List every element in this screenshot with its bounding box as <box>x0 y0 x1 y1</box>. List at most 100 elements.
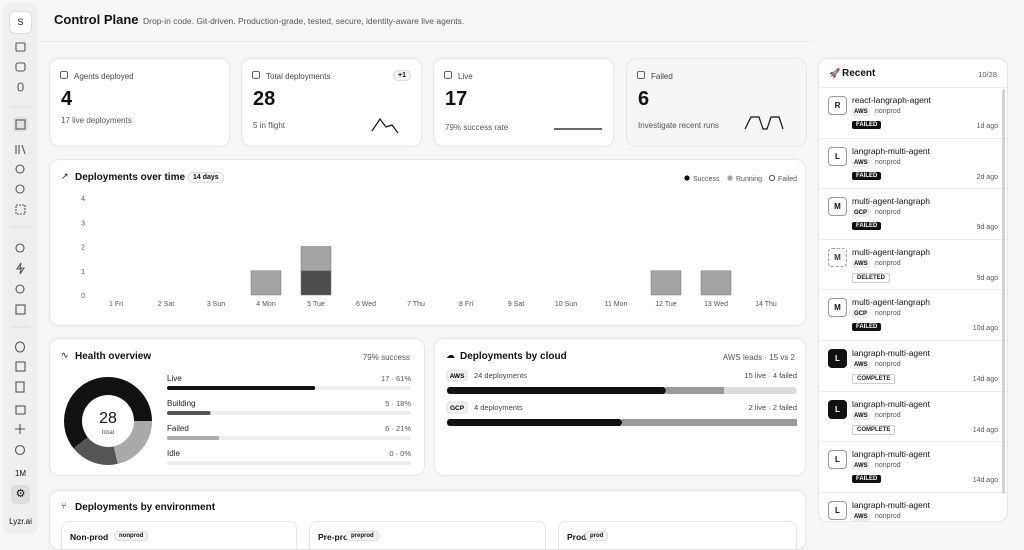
health-svg: Live 17 · 61% Building 5 · 18% Failed 6 · 21%… <box>64 374 411 465</box>
agent-initial: L <box>828 500 847 520</box>
cloud-summary: 2 live · 2 failed <box>749 403 797 412</box>
bar-segment <box>300 270 332 296</box>
health-track <box>167 436 411 440</box>
mic-icon[interactable] <box>17 82 24 92</box>
bolt-icon[interactable] <box>15 262 26 275</box>
y-tick-label: 1 <box>81 269 85 276</box>
status-badge: DELETED <box>852 272 891 283</box>
agent-initial: M <box>828 298 847 318</box>
stat-badge: +1 <box>393 70 411 81</box>
library-icon[interactable] <box>15 144 26 155</box>
cloud-live-bar <box>447 419 622 426</box>
health-track <box>167 461 411 465</box>
time: 2d ago <box>976 173 998 181</box>
branch-icon: ⑂ <box>61 501 67 511</box>
x-tick-label: 8 Fri <box>459 301 473 308</box>
time: 9d ago <box>976 224 998 232</box>
recent-item[interactable]: Llangraph-multi-agentAWSnonprodFAILED14d… <box>819 491 1007 521</box>
x-tick-label: 11 Mon <box>605 301 628 308</box>
cloud-deployments: 4 deployments <box>474 403 523 412</box>
env-name: Non-prod <box>70 532 109 542</box>
stat-label: Total deployments <box>266 72 331 81</box>
env-name: Prod <box>567 532 587 542</box>
store-icon[interactable] <box>15 405 26 415</box>
flags-icon[interactable] <box>15 361 26 372</box>
time: 14d ago <box>972 426 998 434</box>
deployments-chart-card: Deployments over time ↗ 14 days 0 1 2 3 4 Suc… <box>49 159 806 326</box>
health-bar <box>167 386 316 390</box>
cloud-badge <box>446 369 468 382</box>
time: 1d ago <box>976 123 998 130</box>
user-label[interactable]: 1M <box>14 469 27 478</box>
status-badge: FAILED <box>852 121 882 129</box>
legend-swatch <box>727 175 733 181</box>
stat-note: 5 in flight <box>253 121 286 130</box>
doc-icon[interactable] <box>15 381 25 393</box>
dashboard-icon[interactable] <box>15 119 26 130</box>
cloud-failed-bar <box>622 419 797 426</box>
help-icon[interactable] <box>14 444 26 456</box>
stat-card: Total deployments 28 5 in flight +1 <box>241 58 422 147</box>
sparkle-icon[interactable] <box>15 424 25 434</box>
bot-icon[interactable] <box>15 62 26 72</box>
rocket-icon: 🚀 <box>829 68 841 78</box>
stat-note: Investigate recent runs <box>638 121 719 130</box>
cloud-tag: AWS <box>852 259 870 268</box>
env-title: Deployments by environment <box>75 502 216 513</box>
stat-label: Agents deployed <box>74 72 134 81</box>
env-tag: nonprod <box>875 108 901 115</box>
x-tick-label: 1 Fri <box>109 301 123 308</box>
sparkline <box>554 128 602 130</box>
legend-label: Running <box>736 176 762 183</box>
health-row-name: Failed <box>167 424 189 433</box>
health-row-name: Live <box>167 374 182 383</box>
network-icon[interactable] <box>15 243 25 253</box>
legend-label: Failed <box>778 176 797 183</box>
env-card: Non-prod nonprod <box>61 521 297 549</box>
env-tag: nonprod <box>875 361 901 368</box>
cloud-deployments: 24 deployments <box>474 371 527 380</box>
agent-initial: L <box>828 399 847 419</box>
health-row-label: 5 · 18% <box>385 399 411 408</box>
range-badge[interactable]: 14 days <box>188 172 224 183</box>
sparkline <box>744 116 784 130</box>
env-tag: nonprod <box>875 411 901 419</box>
agent-name: langraph-multi-agent <box>852 398 930 409</box>
agent-initial: L <box>828 146 847 166</box>
health-row-label: 0 · 0% <box>389 449 411 458</box>
y-tick-label: 2 <box>81 245 85 252</box>
env-tag: nonprod <box>875 209 901 217</box>
avatar[interactable]: S <box>9 11 32 34</box>
health-summary: 79% success <box>362 353 410 362</box>
select-icon[interactable] <box>15 204 26 215</box>
flow-icon[interactable] <box>15 284 25 294</box>
box-icon[interactable] <box>15 304 26 315</box>
stat-icon <box>444 71 452 79</box>
settings-icon[interactable]: ⚙ <box>11 485 30 504</box>
x-tick-label: 9 Sat <box>508 301 524 308</box>
y-tick-label: 0 <box>81 293 85 300</box>
health-track <box>167 411 411 415</box>
db-icon[interactable] <box>14 341 26 353</box>
stat-card: Live 17 79% success rate <box>433 58 614 147</box>
pulse-icon: ∿ <box>61 350 69 360</box>
cluster-icon[interactable] <box>15 184 25 194</box>
branch-icon[interactable] <box>15 164 25 174</box>
agent-name: langraph-multi-agent <box>852 449 930 460</box>
bar-segment <box>300 246 332 271</box>
time: 14d ago <box>972 477 998 485</box>
page-subtitle: Drop-in code. Git-driven. Production-gra… <box>143 16 465 26</box>
home-icon[interactable] <box>15 42 26 52</box>
donut-segment <box>113 420 152 464</box>
cloud-tag: AWS <box>852 108 870 116</box>
stat-card: Failed 6 Investigate recent runs <box>626 58 807 147</box>
